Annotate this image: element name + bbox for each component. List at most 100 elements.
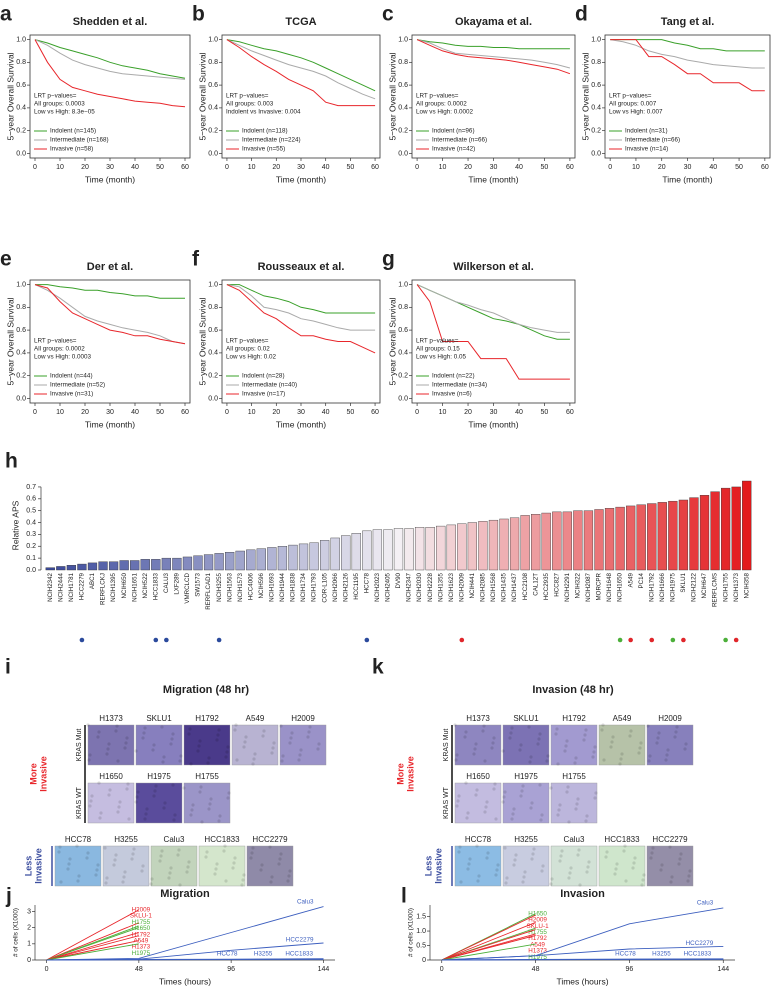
x-tick-label: 10: [56, 164, 64, 171]
x-axis-label: Time (month): [276, 419, 326, 429]
marker-dot: [649, 637, 655, 643]
y-tick-label: 1.0: [416, 928, 426, 935]
micrograph: [231, 724, 279, 766]
group-label: KRAS Mut: [443, 729, 450, 762]
texture: [505, 876, 509, 880]
texture: [496, 863, 500, 867]
texture: [141, 736, 145, 740]
texture: [131, 852, 135, 856]
x-tick-label: 30: [106, 164, 114, 171]
legend-label: Intermediate (n=40): [242, 382, 297, 389]
bar: [309, 542, 319, 571]
x-tick-label: 20: [81, 164, 89, 171]
texture: [115, 724, 119, 728]
y-axis-label: 5−year Overall Survival: [197, 297, 207, 385]
texture: [105, 876, 109, 880]
texture: [134, 800, 138, 804]
texture: [86, 851, 90, 855]
texture: [179, 754, 183, 758]
texture: [538, 732, 542, 736]
texture: [173, 813, 177, 817]
texture: [464, 730, 468, 734]
invasive-label: Invasive: [33, 848, 43, 884]
texture: [666, 748, 670, 752]
tile-label: H1373: [99, 714, 123, 723]
texture: [240, 883, 244, 887]
texture: [114, 853, 118, 857]
texture: [513, 858, 517, 862]
texture: [252, 757, 256, 761]
texture: [633, 856, 637, 860]
survival-curve: [610, 39, 765, 52]
bar: [499, 518, 509, 571]
texture: [316, 747, 320, 751]
marker-dot: [79, 637, 85, 643]
lrt-text: All groups: 0.0002: [34, 346, 85, 353]
legend-label: Indolent (n=28): [242, 373, 285, 380]
x-tick-label: 48: [135, 966, 143, 973]
category-label: NCIH1651: [131, 572, 138, 601]
micrograph: [198, 845, 246, 887]
panel-title: Der et al.: [87, 261, 133, 273]
micrograph: [502, 724, 550, 766]
texture: [477, 874, 481, 878]
bar: [647, 503, 657, 571]
survival-curve: [226, 39, 376, 100]
texture: [307, 730, 311, 734]
texture: [178, 759, 182, 763]
category-label: NCIH1623: [448, 572, 455, 601]
category-label: NCIH2023: [374, 572, 381, 601]
y-tick-label: 0.6: [398, 327, 408, 334]
bar: [267, 547, 277, 571]
bar: [436, 525, 446, 571]
texture: [226, 745, 230, 749]
texture: [564, 744, 568, 748]
y-tick-label: 2: [27, 924, 31, 931]
tile-label: HCC1833: [204, 835, 240, 844]
texture: [75, 844, 79, 848]
category-label: NCIH1437: [511, 572, 518, 601]
texture: [679, 852, 683, 856]
survival-curve: [416, 39, 571, 75]
bar: [225, 552, 235, 571]
marker-dot: [459, 637, 465, 643]
micrograph: [646, 724, 694, 766]
texture: [483, 810, 487, 814]
micrograph: [183, 782, 231, 824]
micrograph: [54, 845, 102, 887]
legend-label: Intermediate (n=52): [50, 382, 105, 389]
panel-letter: a: [0, 3, 12, 26]
texture: [233, 728, 237, 732]
texture: [200, 820, 204, 824]
bar: [573, 510, 583, 571]
category-label: PC14: [638, 572, 645, 588]
lrt-text: All groups: 0.02: [226, 346, 270, 353]
series-label: H2009: [528, 917, 547, 924]
texture: [560, 849, 564, 853]
texture: [182, 786, 186, 790]
texture: [593, 796, 597, 800]
y-tick-label: 0.4: [16, 350, 26, 357]
texture: [475, 844, 479, 848]
texture: [492, 736, 496, 740]
bar: [320, 540, 330, 571]
texture: [539, 818, 543, 822]
bar: [161, 557, 171, 571]
growth-line: [441, 934, 536, 961]
invasive-label: Less: [23, 856, 33, 877]
panel-title: Invasion: [560, 888, 605, 900]
texture: [178, 883, 182, 887]
texture: [473, 747, 477, 751]
texture: [94, 873, 98, 877]
texture: [520, 789, 524, 793]
texture: [629, 729, 633, 733]
y-tick-label: 0.2: [398, 373, 408, 380]
texture: [125, 736, 129, 740]
texture: [299, 748, 303, 752]
category-label: COR-L105: [321, 572, 328, 602]
micrograph: [454, 782, 502, 824]
lrt-text: All groups: 0.15: [416, 346, 460, 353]
bar: [425, 527, 435, 571]
invasive-label: Less: [423, 856, 433, 877]
category-label: DV90: [395, 572, 402, 588]
